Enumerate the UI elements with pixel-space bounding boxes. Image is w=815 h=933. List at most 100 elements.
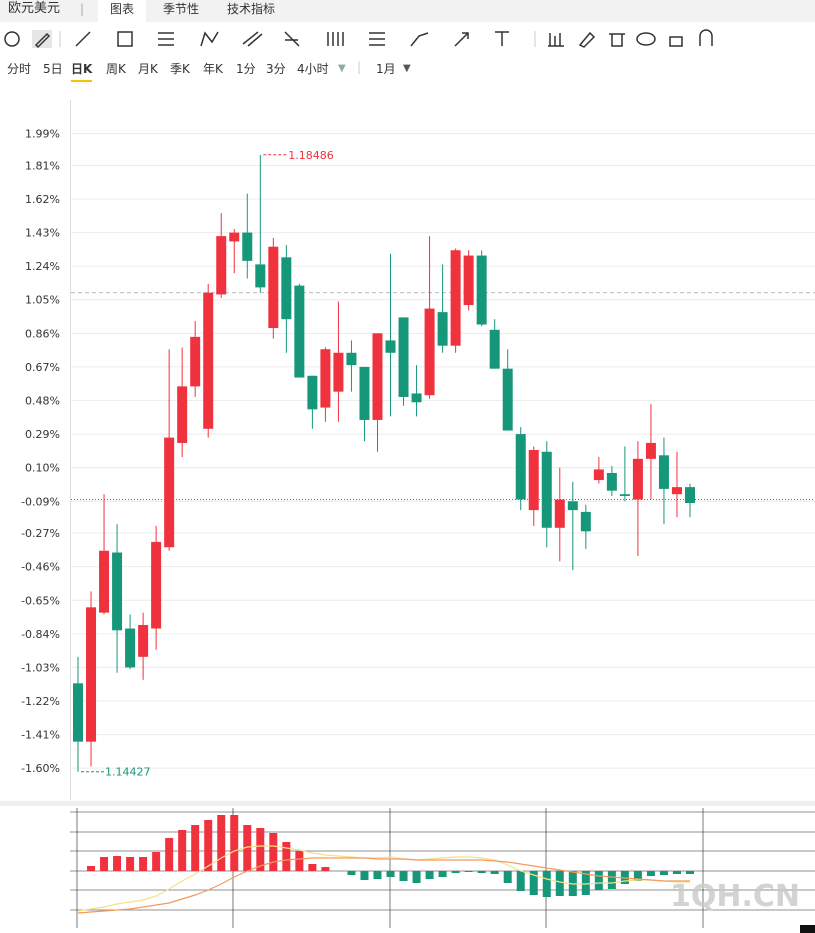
macd-bar: [659, 871, 668, 875]
macd-bar: [204, 820, 213, 871]
tool-icon[interactable]: [609, 33, 625, 47]
tab-bar: 欧元美元 | 图表 季节性 技术指标: [0, 0, 815, 22]
dropdown-arrow: ▼: [338, 63, 346, 74]
candle-body: [476, 255, 487, 325]
macd-line: [77, 845, 690, 912]
y-tick-label: -1.03%: [21, 661, 60, 674]
candle-body: [658, 455, 669, 489]
candle-body: [125, 628, 136, 668]
y-tick-label: 1.99%: [25, 128, 60, 141]
tool-icon[interactable]: [699, 29, 713, 46]
y-tick-label: 0.86%: [25, 327, 60, 340]
candle-body: [424, 308, 435, 396]
candle-body: [398, 317, 409, 397]
low-annotation: 1.14427: [105, 766, 151, 779]
tool-icon[interactable]: [200, 31, 219, 47]
y-tick-label: 0.67%: [25, 361, 60, 374]
candle-body: [307, 375, 318, 410]
candle-body: [685, 487, 695, 504]
tool-icon[interactable]: [242, 31, 263, 47]
candle-body: [333, 352, 344, 392]
macd-bar: [126, 857, 135, 871]
period-button[interactable]: 5日: [43, 62, 63, 76]
macd-bar: [152, 852, 161, 871]
tool-icon[interactable]: [34, 32, 51, 49]
corner-box: [800, 925, 815, 933]
separator: |: [357, 60, 362, 74]
period-button[interactable]: 4小时: [297, 62, 329, 76]
candle-body: [190, 336, 201, 387]
period-button[interactable]: 分时: [7, 62, 32, 76]
candle-body: [346, 352, 357, 366]
period-button[interactable]: 周K: [106, 62, 126, 76]
macd-bar: [646, 871, 655, 876]
period-button[interactable]: 季K: [170, 62, 190, 76]
macd-bar: [607, 871, 616, 889]
candle-body: [73, 683, 83, 742]
y-tick-label: 1.43%: [25, 227, 60, 240]
watermark: 1QH.CN: [670, 879, 800, 914]
period-button[interactable]: 年K: [203, 62, 223, 76]
candle-body: [294, 285, 305, 378]
candle-body: [580, 511, 591, 532]
macd-bar: [282, 842, 291, 871]
macd-bar: [686, 871, 694, 874]
period-button[interactable]: 1分: [236, 62, 256, 76]
macd-bar: [308, 864, 317, 871]
macd-bar: [360, 871, 369, 880]
tool-icon[interactable]: [669, 36, 683, 47]
tab[interactable]: 图表: [98, 0, 147, 22]
drawing-tools: [4, 29, 713, 49]
candle-body: [359, 366, 370, 420]
period-button[interactable]: 3分: [266, 62, 286, 76]
tool-icon[interactable]: [284, 31, 300, 47]
tool-icon[interactable]: [117, 31, 133, 47]
candle-body: [372, 333, 383, 420]
tool-icon[interactable]: [4, 31, 20, 47]
tool-icon[interactable]: [548, 33, 564, 47]
tab[interactable]: 季节性: [163, 2, 200, 16]
candle-body: [554, 499, 565, 528]
tool-icon[interactable]: [75, 31, 91, 47]
tool-icon[interactable]: [327, 32, 344, 46]
macd-bar: [581, 871, 590, 895]
macd-bar: [464, 871, 473, 872]
period-bar: 1月 ▼ ▼ | 分时 5日 日K 周K 月K 季K 年K 1分 3分 4小时: [0, 58, 815, 82]
tool-icon[interactable]: [369, 32, 385, 46]
candle-body: [437, 312, 448, 346]
period-button[interactable]: 月K: [138, 62, 158, 76]
tool-icon[interactable]: [410, 32, 429, 47]
tool-icon[interactable]: [636, 32, 656, 46]
y-tick-label: 0.48%: [25, 395, 60, 408]
separator: |: [80, 2, 85, 16]
macd-bar: [243, 825, 252, 871]
candle-body: [463, 255, 474, 306]
macd-bar: [633, 871, 642, 881]
y-tick-label: -0.65%: [21, 594, 60, 607]
macd-bar: [165, 838, 174, 871]
y-tick-label: -1.60%: [21, 762, 60, 775]
tab[interactable]: 技术指标: [227, 2, 276, 16]
tool-icon[interactable]: [454, 32, 469, 47]
tool-icon[interactable]: [158, 32, 174, 46]
macd-bar: [399, 871, 408, 881]
macd-bar: [412, 871, 421, 883]
tool-icon[interactable]: [495, 31, 509, 46]
period-select[interactable]: 1月: [376, 62, 396, 76]
macd-bar: [594, 871, 603, 890]
y-tick-label: -0.46%: [21, 561, 60, 574]
candle-body: [320, 349, 331, 408]
candle-body: [164, 437, 175, 548]
candle-body: [619, 494, 630, 496]
tool-icon[interactable]: [578, 31, 596, 48]
candle-body: [268, 246, 279, 329]
high-annotation: 1.18486: [288, 149, 334, 162]
macd-bar: [269, 833, 278, 871]
candle-body: [151, 541, 162, 629]
period-button[interactable]: 日K: [71, 60, 93, 82]
dropdown-arrow: ▼: [403, 63, 411, 74]
y-tick-label: 0.29%: [25, 428, 60, 441]
macd-bar: [503, 871, 512, 883]
